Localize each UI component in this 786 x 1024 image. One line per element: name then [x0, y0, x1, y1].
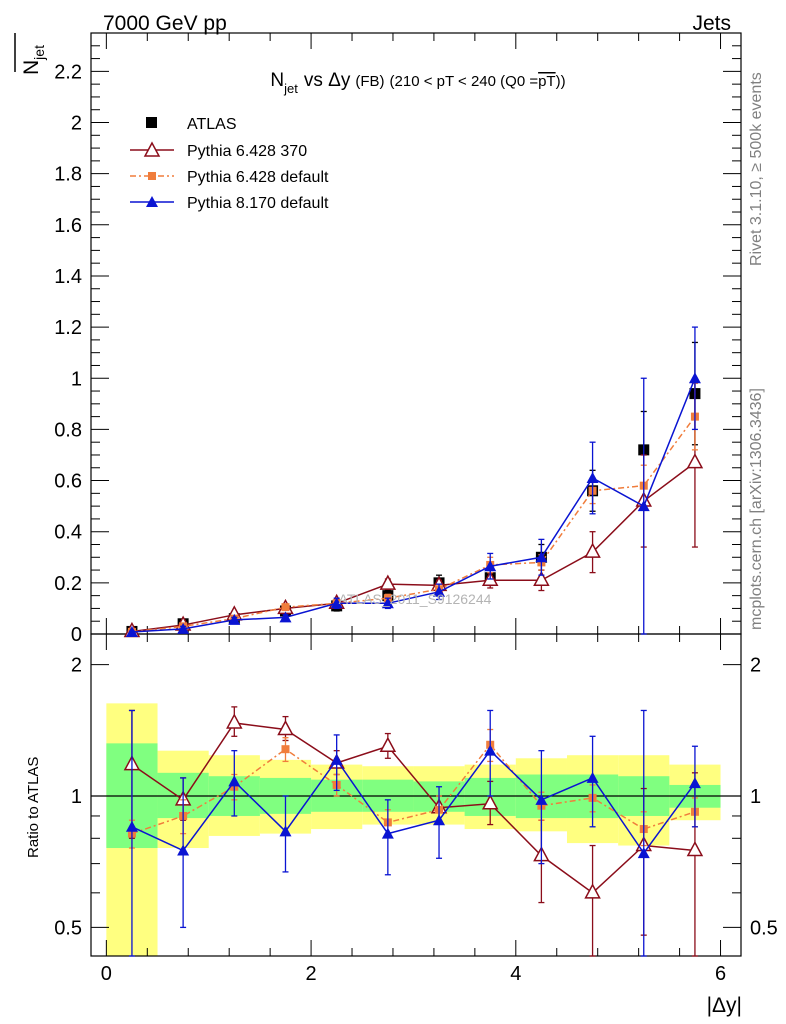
ratio-point-p370	[226, 713, 243, 729]
legend-marker-atlas	[146, 117, 157, 128]
y-tick-label-main: 1.6	[54, 215, 82, 237]
series-line-p8	[131, 377, 696, 633]
point-p370	[584, 542, 601, 558]
ratio-point-p370	[686, 840, 704, 857]
legend-label-pdef: Pythia 6.428 default	[187, 169, 329, 186]
series-line-pdef	[131, 416, 696, 633]
series-line-p370	[131, 462, 696, 633]
point-p8	[535, 551, 548, 563]
point-p370	[533, 570, 550, 587]
point-p8	[125, 625, 138, 637]
legend-label-p370: Pythia 6.428 370	[187, 143, 307, 160]
ratio-point-p8	[637, 847, 650, 859]
title-n: N	[270, 70, 284, 91]
x-axis-label: |Δy|	[707, 994, 742, 1017]
title-pt: pT	[538, 73, 556, 90]
y-tick-label-ratio-right: 0.5	[750, 917, 778, 939]
ratio-point-p8	[228, 775, 241, 787]
point-p8	[586, 471, 599, 483]
legend: ATLAS Pythia 6.428 370 Pythia 6.428 defa…	[130, 116, 329, 212]
y-tick-label-ratio-right: 2	[750, 655, 761, 677]
y-tick-label-ratio: 1	[71, 786, 82, 808]
y-tick-label-main: 0.2	[54, 573, 82, 595]
point-p8	[484, 560, 497, 572]
point-p370	[686, 453, 704, 469]
series-main-p8	[125, 326, 701, 637]
axes-frames	[90, 32, 742, 957]
x-tick-label: 6	[715, 963, 726, 985]
series-layer	[123, 326, 704, 957]
series-ratio-p8	[125, 709, 701, 957]
legend-label-p8: Pythia 8.170 default	[187, 195, 329, 212]
ratio-line-p8	[131, 749, 696, 855]
point-p8	[433, 585, 446, 597]
point-p8	[330, 597, 343, 609]
ratio-line-p370	[131, 722, 696, 894]
ratio-point-p8	[535, 793, 548, 805]
ratio-point-p8	[330, 753, 343, 765]
ratio-point-p8	[125, 820, 138, 832]
y-tick-label-main: 1.2	[54, 317, 82, 339]
side-label-rivet: Rivet 3.1.10, ≥ 500k events	[748, 72, 765, 266]
main-title: Njet vs Δy (FB) (210 < pT < 240 (Q0 =pT))	[270, 70, 565, 96]
y-tick-label-ratio-right: 1	[750, 786, 761, 808]
ylabel-n: N	[20, 60, 43, 75]
y-tick-label-main: 2.2	[54, 61, 82, 83]
x-tick-label: 0	[101, 963, 112, 985]
axis-ticks: 0 2 4 6 0.2 0.4 0.6 0.8 1 1.2 1.4 1.6 1.8 2 2.2 0 0.5 0.5…	[54, 33, 778, 985]
ratio-point-p370	[481, 794, 499, 810]
y-tick-label-main-zero: 0	[71, 624, 82, 646]
point-p8	[177, 622, 190, 634]
y-axis-label-main: Njet	[20, 45, 47, 75]
title-vs: vs Δy	[304, 70, 351, 91]
y-tick-label-main: 2	[71, 113, 82, 135]
title-close: ))	[556, 73, 566, 90]
legend-marker-p8	[146, 196, 158, 207]
point-p8	[637, 500, 650, 512]
ratio-point-p8	[381, 827, 394, 839]
ylabel-sub: jet	[31, 45, 47, 61]
watermark: ATLAS_2011_S9126244	[339, 591, 492, 607]
ratio-point-p8	[177, 844, 190, 856]
ratio-point-p370	[379, 736, 397, 752]
header-left: 7000 GeV pp	[103, 12, 227, 35]
y-tick-label-main: 0.8	[54, 419, 82, 441]
ratio-point-p8	[433, 814, 446, 826]
ratio-line-pdef	[131, 743, 696, 835]
y-tick-label-main: 1.4	[54, 266, 82, 288]
title-n-sub: jet	[283, 81, 298, 96]
point-p8	[279, 611, 292, 623]
ratio-plot-frame	[90, 633, 742, 957]
ratio-point-p8	[484, 744, 497, 756]
y-tick-label-main: 1.8	[54, 164, 82, 186]
title-cut: (210 < pT < 240 (Q0 =	[390, 73, 539, 90]
legend-marker-p370	[143, 141, 161, 157]
point-p8	[688, 372, 701, 384]
x-tick-label: 2	[306, 963, 317, 985]
y-tick-label-main: 0.4	[54, 522, 82, 544]
point-p8	[228, 613, 241, 625]
point-p8	[381, 597, 394, 609]
x-tick-label: 4	[510, 963, 521, 985]
ratio-point-p8	[586, 771, 599, 783]
y-tick-label-main: 0.6	[54, 471, 82, 493]
ratio-point-p370	[277, 719, 294, 736]
ratio-point-p8	[688, 777, 701, 789]
y-tick-label-ratio: 2	[71, 655, 82, 677]
ratio-point-p370	[584, 883, 601, 899]
y-axis-label-ratio: Ratio to ATLAS	[25, 757, 42, 858]
side-label-mcplots: mcplots.cern.ch [arXiv:1306.3436]	[748, 388, 765, 630]
title-fb: (FB)	[355, 73, 384, 90]
ratio-point-p8	[279, 825, 292, 837]
y-tick-label-ratio: 0.5	[54, 917, 82, 939]
point-pdef	[281, 603, 290, 612]
legend-label-atlas: ATLAS	[187, 116, 237, 133]
header-right: Jets	[692, 12, 731, 35]
legend-marker-pdef	[148, 172, 156, 180]
point-p370	[379, 574, 397, 590]
y-tick-label-main: 1	[71, 368, 82, 390]
ratio-point-pdef	[281, 745, 290, 754]
